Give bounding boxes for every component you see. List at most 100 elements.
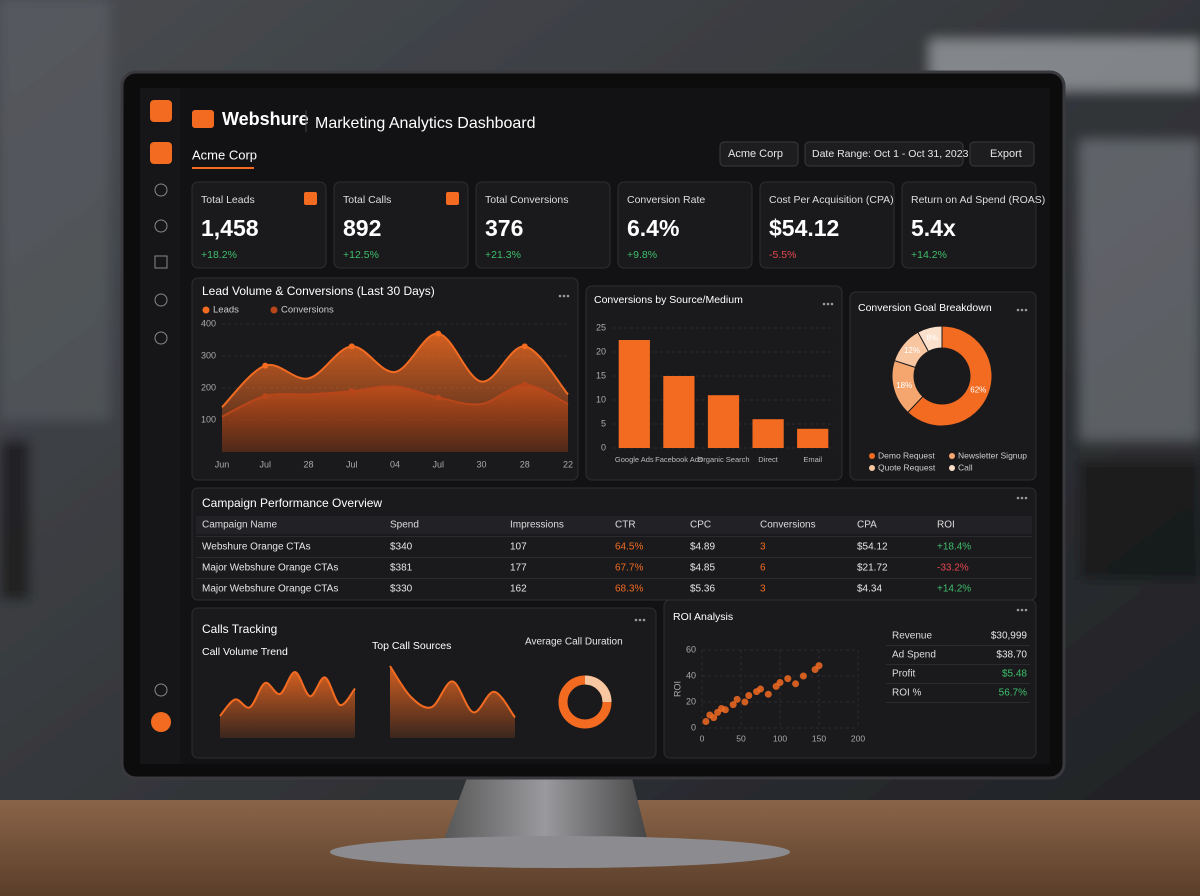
x-tick-label: Google Ads bbox=[615, 455, 654, 464]
slice-label: 12% bbox=[904, 346, 920, 355]
account-select[interactable] bbox=[719, 141, 799, 167]
scatter-point bbox=[764, 690, 772, 698]
kpi-change: -5.5% bbox=[769, 249, 796, 261]
summary-label: Profit bbox=[892, 669, 916, 680]
kpi-change: +21.3% bbox=[485, 249, 521, 261]
monitor-base bbox=[330, 836, 790, 868]
date-range-select[interactable] bbox=[804, 141, 964, 167]
nav-info[interactable] bbox=[154, 293, 168, 307]
x-tick-label: 28 bbox=[303, 459, 313, 469]
user-avatar[interactable] bbox=[151, 712, 171, 732]
summary-label: Revenue bbox=[892, 631, 932, 642]
scatter-point bbox=[729, 701, 737, 709]
y-tick-label: 400 bbox=[201, 318, 216, 328]
pie-slice bbox=[907, 325, 993, 427]
export-button[interactable] bbox=[969, 141, 1035, 167]
legend-label: Newsletter Signup bbox=[958, 450, 1027, 460]
scatter-point bbox=[733, 695, 741, 703]
area-fill bbox=[220, 671, 355, 738]
nav-dashboard[interactable] bbox=[150, 142, 172, 164]
y-tick-label: 0 bbox=[691, 722, 696, 732]
column-header: CPC bbox=[690, 520, 711, 531]
x-tick-label: Jun bbox=[215, 459, 230, 469]
kpi-card bbox=[617, 181, 753, 269]
bar bbox=[707, 395, 740, 448]
area-line bbox=[221, 332, 569, 408]
table-cell: +14.2% bbox=[937, 584, 971, 595]
slice-label: 18% bbox=[896, 381, 912, 390]
nav-calls[interactable] bbox=[154, 183, 168, 197]
bar bbox=[663, 376, 695, 448]
bar bbox=[618, 340, 650, 448]
area-line bbox=[219, 671, 356, 717]
legend-swatch bbox=[949, 453, 955, 459]
summary-label: ROI % bbox=[892, 688, 922, 699]
kpi-title: Total Leads bbox=[201, 194, 255, 206]
area-line bbox=[389, 665, 516, 719]
logo[interactable] bbox=[150, 100, 172, 122]
kpi-value: 5.4x bbox=[911, 215, 956, 241]
date-range-label: Date Range: Oct 1 - Oct 31, 2023 bbox=[812, 148, 969, 160]
legend-swatch bbox=[869, 465, 875, 471]
export-label: Export bbox=[990, 148, 1022, 160]
scatter-point bbox=[702, 718, 710, 725]
slice-label: 8% bbox=[927, 333, 939, 342]
scatter-point bbox=[710, 714, 718, 722]
x-tick-label: 30 bbox=[476, 459, 486, 469]
column-header: Impressions bbox=[510, 520, 564, 531]
bar bbox=[752, 419, 784, 448]
scatter-point bbox=[792, 680, 800, 688]
x-tick-label: 22 bbox=[563, 459, 573, 469]
kpi-change: +14.2% bbox=[911, 249, 947, 261]
legend-label: Quote Request bbox=[878, 462, 936, 472]
y-tick-label: 40 bbox=[686, 670, 696, 680]
scatter-point bbox=[741, 698, 749, 706]
table-cell: 177 bbox=[510, 563, 527, 574]
slice-label: 62% bbox=[970, 385, 986, 394]
chart-title: Conversion Goal Breakdown bbox=[858, 302, 992, 314]
x-tick-label: 150 bbox=[812, 733, 826, 743]
table-cell: $4.85 bbox=[690, 563, 715, 574]
nav-analytics[interactable] bbox=[154, 331, 168, 345]
y-tick-label: 20 bbox=[596, 346, 606, 356]
table-cell: $330 bbox=[390, 584, 413, 595]
x-tick-label: Jul bbox=[432, 459, 444, 469]
kpi-card bbox=[475, 181, 611, 269]
kpi-change: +18.2% bbox=[201, 249, 237, 261]
y-axis-label: ROI bbox=[672, 681, 682, 697]
column-header: ROI bbox=[937, 520, 955, 531]
kpi-title: Conversion Rate bbox=[627, 194, 705, 206]
x-tick-label: 50 bbox=[736, 733, 746, 743]
y-tick-label: 60 bbox=[686, 644, 696, 654]
kpi-icon bbox=[304, 192, 317, 205]
area-line bbox=[221, 383, 569, 418]
account-tab[interactable]: Acme Corp bbox=[192, 147, 257, 162]
scatter-point bbox=[799, 672, 807, 680]
table-cell: 64.5% bbox=[615, 542, 643, 553]
x-tick-label: Jul bbox=[259, 459, 271, 469]
area-fill bbox=[390, 666, 515, 738]
scatter-point bbox=[784, 675, 792, 683]
scatter-point bbox=[721, 706, 729, 714]
roi-panel bbox=[663, 599, 1037, 759]
x-tick-label: 100 bbox=[773, 733, 787, 743]
y-tick-label: 200 bbox=[201, 382, 216, 392]
table-cell: 3 bbox=[760, 584, 766, 595]
kpi-title: Total Conversions bbox=[485, 194, 568, 206]
kpi-value: 6.4% bbox=[627, 215, 679, 241]
sidebar bbox=[140, 88, 180, 764]
table-cell: +18.4% bbox=[937, 542, 971, 553]
brand-name: Webshure bbox=[222, 109, 309, 129]
duration-label: Average Call Duration bbox=[525, 637, 623, 648]
kpi-card bbox=[759, 181, 895, 269]
table-cell: $4.34 bbox=[857, 584, 882, 595]
column-header: CPA bbox=[857, 520, 877, 531]
nav-settings[interactable] bbox=[154, 683, 168, 697]
panel-menus[interactable] bbox=[558, 294, 1028, 622]
nav-alerts[interactable] bbox=[154, 219, 168, 233]
kpi-card bbox=[333, 181, 469, 269]
table-cell: $381 bbox=[390, 563, 413, 574]
kpi-card bbox=[191, 181, 327, 269]
account-select-label: Acme Corp bbox=[728, 148, 783, 160]
nav-reports[interactable] bbox=[154, 255, 168, 269]
